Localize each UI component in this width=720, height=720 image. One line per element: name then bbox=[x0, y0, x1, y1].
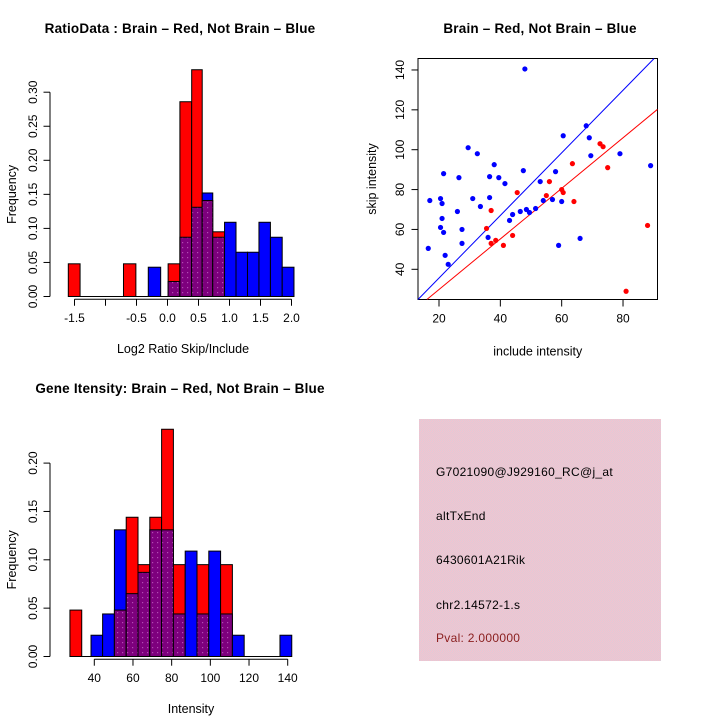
svg-text:100: 100 bbox=[200, 671, 220, 685]
panel-gene-histogram: Gene Itensity: Brain – Red, Not Brain – … bbox=[0, 360, 360, 720]
svg-text:0.30: 0.30 bbox=[26, 80, 40, 104]
svg-text:Log2 Ratio Skip/Include: Log2 Ratio Skip/Include bbox=[117, 342, 249, 356]
info-line-pval: Pval: 2.000000 bbox=[436, 631, 521, 645]
info-line-event-type: altTxEnd bbox=[436, 509, 486, 523]
panel-scatter: Brain – Red, Not Brain – Blue 20 40 60 80 40… bbox=[360, 0, 720, 360]
svg-text:80: 80 bbox=[393, 183, 407, 197]
scatter-plot: 20 40 60 80 40 60 80 100 120 140 include intensity… bbox=[365, 58, 658, 359]
svg-text:0.0: 0.0 bbox=[159, 311, 176, 325]
svg-text:0.10: 0.10 bbox=[26, 216, 40, 240]
svg-text:-1.5: -1.5 bbox=[64, 311, 85, 325]
svg-text:0.5: 0.5 bbox=[190, 311, 207, 325]
svg-text:80: 80 bbox=[616, 312, 630, 326]
svg-text:120: 120 bbox=[393, 100, 407, 120]
svg-text:0.20: 0.20 bbox=[26, 451, 40, 475]
svg-text:60: 60 bbox=[393, 222, 407, 236]
svg-text:40: 40 bbox=[393, 262, 407, 276]
svg-text:Frequency: Frequency bbox=[5, 530, 19, 590]
svg-text:40: 40 bbox=[494, 312, 508, 326]
info-line-probe-id: G7021090@J929160_RC@j_at bbox=[436, 465, 614, 479]
svg-text:60: 60 bbox=[555, 312, 569, 326]
svg-text:1.5: 1.5 bbox=[252, 311, 269, 325]
svg-text:0.25: 0.25 bbox=[26, 114, 40, 138]
svg-text:20: 20 bbox=[432, 312, 446, 326]
panel-info: G7021090@J929160_RC@j_at altTxEnd 643060… bbox=[360, 360, 720, 720]
ratio-histogram-plot: -1.5 -0.5 0.0 0.5 1.0 1.5 2.0 0.00 0.05 0.10 0.15 0… bbox=[5, 69, 300, 356]
panel-ratio-histogram: RatioData : Brain – Red, Not Brain – Blu… bbox=[0, 0, 360, 360]
svg-text:140: 140 bbox=[278, 671, 298, 685]
svg-text:60: 60 bbox=[126, 671, 140, 685]
svg-text:100: 100 bbox=[393, 139, 407, 159]
svg-text:0.10: 0.10 bbox=[26, 548, 40, 572]
scatter-title: Brain – Red, Not Brain – Blue bbox=[443, 21, 637, 36]
svg-text:0.05: 0.05 bbox=[26, 596, 40, 620]
ratio-histogram-title: RatioData : Brain – Red, Not Brain – Blu… bbox=[44, 21, 316, 36]
svg-text:80: 80 bbox=[165, 671, 179, 685]
gene-histogram-plot: 40 60 80 100 120 140 0.00 0.05 0.10 0.15 0.20 Inten… bbox=[5, 428, 298, 716]
info-box: G7021090@J929160_RC@j_at altTxEnd 643060… bbox=[419, 419, 661, 661]
svg-text:Frequency: Frequency bbox=[5, 164, 19, 224]
svg-text:0.20: 0.20 bbox=[26, 148, 40, 172]
svg-text:skip intensity: skip intensity bbox=[365, 142, 379, 214]
svg-text:0.00: 0.00 bbox=[26, 284, 40, 308]
info-line-location: chr2.14572-1.s bbox=[436, 598, 521, 612]
svg-text:0.05: 0.05 bbox=[26, 250, 40, 274]
svg-text:Intensity: Intensity bbox=[168, 702, 215, 716]
svg-text:2.0: 2.0 bbox=[283, 311, 300, 325]
gene-histogram-title: Gene Itensity: Brain – Red, Not Brain – … bbox=[35, 381, 325, 396]
svg-text:include intensity: include intensity bbox=[493, 345, 583, 359]
svg-text:-0.5: -0.5 bbox=[126, 311, 147, 325]
svg-text:1.0: 1.0 bbox=[221, 311, 238, 325]
svg-text:0.15: 0.15 bbox=[26, 182, 40, 206]
svg-text:40: 40 bbox=[88, 671, 102, 685]
svg-text:120: 120 bbox=[239, 671, 259, 685]
info-line-gene-symbol: 6430601A21Rik bbox=[436, 553, 526, 567]
svg-text:0.15: 0.15 bbox=[26, 499, 40, 523]
svg-text:0.00: 0.00 bbox=[26, 644, 40, 668]
svg-text:140: 140 bbox=[393, 60, 407, 80]
